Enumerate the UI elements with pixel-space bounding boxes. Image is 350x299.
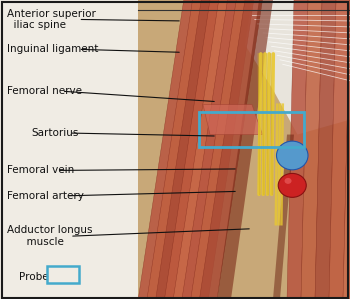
Text: Anterior superior
  iliac spine: Anterior superior iliac spine (7, 9, 96, 30)
Polygon shape (287, 0, 308, 299)
Polygon shape (329, 0, 350, 299)
Text: Sartorius: Sartorius (32, 128, 79, 138)
Polygon shape (199, 0, 262, 299)
Polygon shape (191, 0, 254, 299)
Circle shape (285, 178, 292, 184)
Ellipse shape (276, 141, 308, 170)
Polygon shape (173, 0, 236, 299)
Polygon shape (301, 0, 322, 299)
Polygon shape (164, 0, 228, 299)
Text: Femoral vein: Femoral vein (7, 165, 74, 176)
Text: Femoral artery: Femoral artery (7, 191, 84, 201)
Polygon shape (343, 0, 350, 299)
Bar (138, 0, 350, 299)
Text: Inguinal ligament: Inguinal ligament (7, 44, 98, 54)
Circle shape (278, 173, 306, 197)
Text: Femoral nerve: Femoral nerve (7, 86, 82, 96)
Text: Probe: Probe (19, 271, 49, 282)
Polygon shape (273, 135, 294, 299)
Polygon shape (182, 0, 245, 299)
Polygon shape (147, 0, 210, 299)
Polygon shape (217, 0, 273, 299)
Polygon shape (245, 0, 350, 135)
Polygon shape (203, 105, 262, 135)
Polygon shape (138, 0, 201, 299)
Text: Adductor longus
      muscle: Adductor longus muscle (7, 225, 92, 247)
Polygon shape (156, 0, 219, 299)
Polygon shape (315, 0, 336, 299)
